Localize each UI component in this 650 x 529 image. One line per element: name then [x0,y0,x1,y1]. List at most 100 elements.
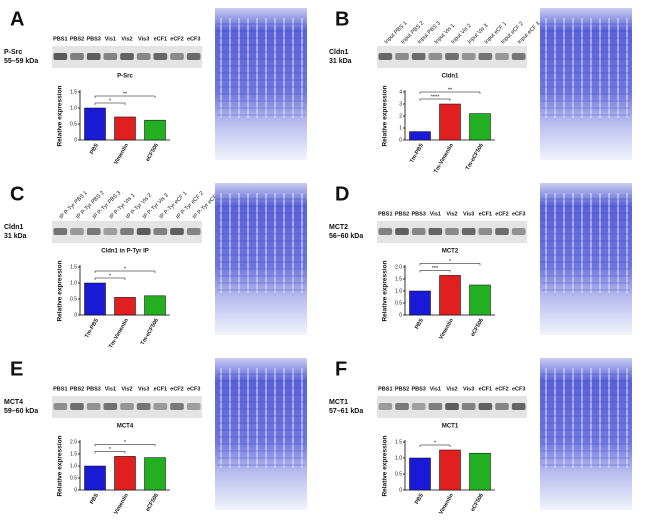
significance-label: ** [448,87,453,93]
y-tick-label: 0 [399,312,402,318]
x-tick-label: Tm-PBS [409,142,425,164]
blot-band [411,53,426,60]
blot-band [478,53,493,60]
panel-letter: F [335,358,347,380]
y-tick-label: 4 [399,89,402,95]
y-axis-label: Relative expression [57,85,64,146]
lane-label: Vis1 [430,386,441,392]
lane-label: Vis1 [105,36,116,42]
lane-label: PBS1 [53,386,67,392]
chart-title: MCT4 [117,424,134,430]
blot-band [103,53,118,60]
blot-band [495,403,509,410]
y-tick-label: 0.5 [70,121,77,127]
y-axis-label: Relative expression [382,260,389,321]
lane-label: eCF2 [495,386,508,392]
y-axis-label: Relative expression [382,435,389,496]
blot-band [153,228,168,235]
chart-title: Cldn1 [442,74,459,80]
kda-label: 57–61 kDa [329,408,363,415]
lane-label: PBS3 [86,36,100,42]
x-tick-label: Vimentin [438,317,455,341]
x-tick-label: Tm-Vimentin [433,142,455,174]
bar [439,449,461,491]
lane-label: PBS1 [53,36,67,42]
x-tick-label: eCF506 [145,493,160,513]
lane-label: PBS3 [411,211,425,217]
blot-band [186,53,201,60]
lane-label: Vis2 [446,386,457,392]
blot-band [86,228,101,235]
bar [469,284,491,316]
significance-label: ** [123,91,128,97]
y-tick-label: 0 [399,487,402,493]
blot-band [378,403,393,410]
blot-band [478,228,493,235]
x-tick-label: PBS [89,142,100,155]
y-tick-label: 1.5 [70,264,77,270]
blot-band [153,53,168,60]
y-tick-label: 1.5 [395,439,402,445]
lane-label: PBS2 [395,211,409,217]
y-tick-label: 0 [399,137,402,143]
protein-label: Cldn1 [4,224,24,231]
significance-label: * [449,259,452,265]
y-tick-label: 1.0 [395,288,402,294]
y-tick-label: 1.5 [70,89,77,95]
y-axis-label: Relative expression [382,85,389,146]
x-tick-label: Tm-eCF506 [140,318,160,347]
significance-bracket [94,95,156,98]
bar [409,290,431,316]
bar [409,457,431,491]
chart-title: MCT1 [442,424,459,430]
blot-band [103,403,118,410]
bar [439,275,461,316]
y-tick-label: 2.0 [70,439,77,445]
kda-label: 31 kDa [329,58,352,65]
kda-label: 31 kDa [4,233,27,240]
y-tick-label: 1.5 [70,451,77,457]
blot-band [120,403,134,410]
x-tick-label: Vimentin [113,492,130,516]
panel: A P-Src 55–59 kDa PBS1 PBS2 PBS3 Vis1 Vis2 Vis3 e… [4,8,307,166]
y-tick-label: 0.5 [70,475,77,481]
x-tick-label: Tm-eCF506 [465,143,485,172]
bar [84,465,106,491]
lane-label: Vis3 [463,211,474,217]
y-axis-label: Relative expression [57,435,64,496]
blot-band [511,403,526,410]
blot-band [461,228,476,235]
lane-label: IP P-Tyr PBS 1 [59,190,89,220]
lane-label: Vis3 [138,386,149,392]
lane-label: PBS2 [70,386,84,392]
panel-letter: E [10,358,23,380]
x-tick-label: Tm-Vimentin [108,317,130,349]
blot-band [445,53,459,60]
significance-bracket [94,451,126,454]
chart-title: P-Src [117,74,133,80]
lane-label: eCF3 [187,36,200,42]
y-axis-label: Relative expression [57,260,64,321]
blot-band [136,403,151,410]
lane-label: Vis2 [121,36,132,42]
significance-bracket [94,277,126,280]
blot-band [186,228,201,235]
lane-label: Vis3 [138,36,149,42]
blot-band [445,403,459,410]
y-tick-label: 3 [399,101,402,107]
bar [114,456,136,491]
blot-band [461,53,476,60]
x-tick-label: Vimentin [438,492,455,516]
blot-band [170,53,184,60]
protein-label: P-Src [4,49,22,56]
bar [84,107,106,141]
lane-label: PBS1 [378,211,392,217]
panel-letter: C [10,183,24,205]
lane-label: PBS3 [86,386,100,392]
blot-band [428,228,443,235]
bar [469,113,491,141]
lane-label: eCF1 [479,211,492,217]
blot-band [136,228,151,235]
significance-label: * [124,266,127,272]
